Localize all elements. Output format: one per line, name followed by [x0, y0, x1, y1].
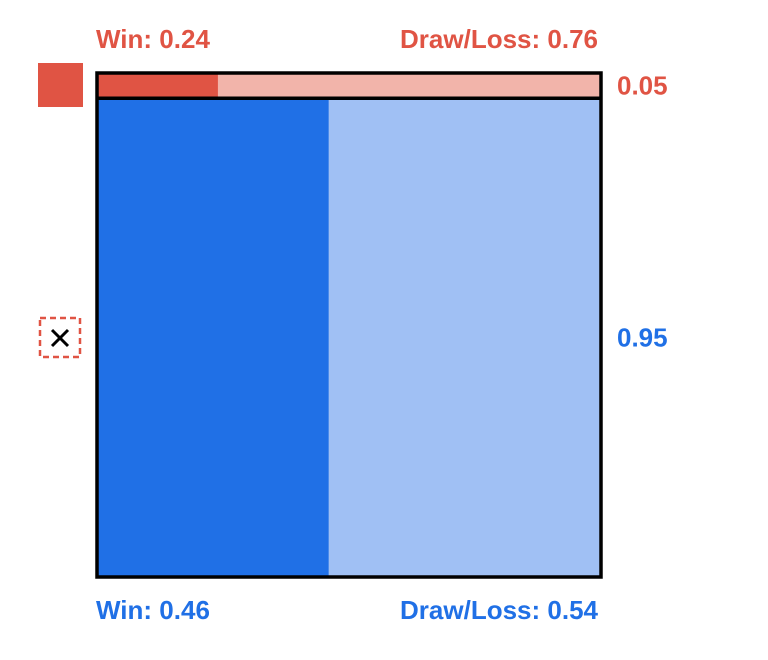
bottom-drawloss-label: Draw/Loss: 0.54 [400, 595, 599, 625]
top-win-cell [97, 73, 218, 99]
top-drawloss-label: Draw/Loss: 0.76 [400, 24, 598, 54]
top-row-marker-icon [38, 63, 83, 107]
close-icon[interactable] [38, 316, 82, 359]
top-drawloss-cell [217, 73, 601, 99]
top-row-share-label: 0.05 [617, 71, 668, 101]
bottom-win-cell [97, 98, 329, 577]
bottom-drawloss-cell [328, 98, 601, 577]
bottom-row-share-label: 0.95 [617, 323, 668, 353]
top-win-label: Win: 0.24 [96, 24, 210, 54]
bottom-win-label: Win: 0.46 [96, 595, 210, 625]
chart-border [95, 71, 603, 579]
